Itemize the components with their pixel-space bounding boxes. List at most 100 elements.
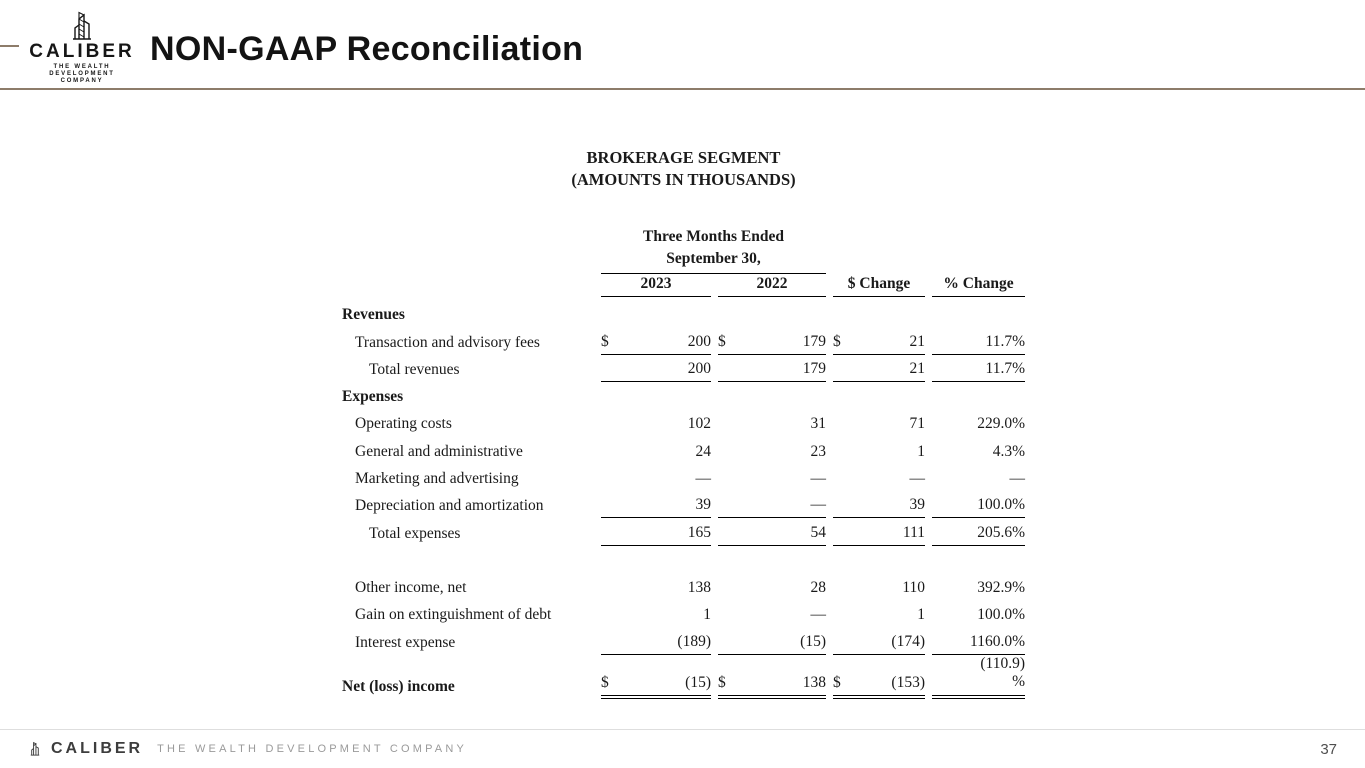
row-label: Net (loss) income bbox=[342, 677, 455, 695]
period-header-cell: Three Months Ended September 30, bbox=[601, 226, 826, 274]
row-label: Depreciation and amortization bbox=[355, 497, 544, 515]
table-title-line1: BROKERAGE SEGMENT bbox=[586, 148, 781, 167]
logo-tagline-line2: COMPANY bbox=[60, 78, 104, 84]
table-row-depreciation-amortization: Depreciation and amortization 39 — 39 10… bbox=[342, 491, 1025, 519]
row-label: Gain on extinguishment of debt bbox=[355, 606, 552, 624]
accent-dash bbox=[0, 45, 19, 47]
table-row-revenues: Revenues bbox=[342, 300, 1025, 327]
logo-brand-text: CALIBER bbox=[29, 41, 135, 62]
row-label: Revenues bbox=[342, 306, 405, 324]
cell-2022: — bbox=[810, 470, 827, 488]
cell-2022: 23 bbox=[810, 442, 827, 460]
row-label: Other income, net bbox=[355, 578, 467, 596]
column-header-dollar-change: $ Change bbox=[833, 272, 925, 297]
table-row-marketing-advertising: Marketing and advertising — — — — bbox=[342, 464, 1025, 491]
row-label: Marketing and advertising bbox=[355, 470, 519, 488]
cell-2022: — bbox=[810, 606, 827, 624]
table-row-expenses: Expenses bbox=[342, 382, 1025, 409]
cell-2023: — bbox=[695, 470, 712, 488]
cell-dollar-change: 21 bbox=[833, 355, 925, 382]
logo-tagline-line1: THE WEALTH DEVELOPMENT bbox=[49, 64, 115, 77]
footer-tagline: THE WEALTH DEVELOPMENT COMPANY bbox=[157, 743, 468, 755]
column-header-2023: 2023 bbox=[601, 272, 711, 297]
cell-dollar-change: 1 bbox=[917, 606, 925, 624]
cell-2022: $179 bbox=[718, 327, 826, 355]
cell-2022: $138 bbox=[718, 655, 826, 699]
period-line2: September 30, bbox=[666, 250, 761, 267]
row-label: Transaction and advisory fees bbox=[355, 333, 540, 351]
cell-2022: 54 bbox=[718, 518, 826, 546]
table-spacer-row bbox=[342, 546, 1025, 573]
cell-pct-change: (110.9) % bbox=[932, 655, 1025, 699]
building-icon bbox=[73, 11, 91, 40]
cell-2023: 138 bbox=[687, 578, 711, 596]
building-icon bbox=[30, 741, 40, 756]
cell-pct-change: 100.0% bbox=[977, 606, 1025, 624]
caliber-logo: CALIBER THE WEALTH DEVELOPMENT COMPANY bbox=[24, 11, 140, 85]
cell-2023: $ (15) bbox=[601, 655, 711, 699]
cell-dollar-change: 111 bbox=[833, 518, 925, 546]
cell-pct-change: — bbox=[1009, 470, 1026, 488]
table-row-general-administrative: General and administrative 24 23 1 4.3% bbox=[342, 436, 1025, 463]
page-title: NON-GAAP Reconciliation bbox=[150, 30, 584, 68]
cell-2022: 179 bbox=[718, 355, 826, 382]
table-title-line2: (AMOUNTS IN THOUSANDS) bbox=[571, 169, 796, 189]
column-header-pct-change: % Change bbox=[932, 272, 1025, 297]
row-label: General and administrative bbox=[355, 442, 523, 460]
row-label: Expenses bbox=[342, 388, 404, 406]
cell-2023: 102 bbox=[687, 415, 711, 433]
table-title: BROKERAGE SEGMENT (AMOUNTS IN THOUSANDS) bbox=[342, 147, 1025, 190]
cell-dollar-change: $ (153) bbox=[833, 655, 925, 699]
table-row-other-income-net: Other income, net 138 28 110 392.9% bbox=[342, 573, 1025, 600]
table-row-interest-expense: Interest expense (189) (15) (174) 1160.0… bbox=[342, 627, 1025, 655]
cell-dollar-change: 1 bbox=[917, 442, 925, 460]
row-label: Interest expense bbox=[355, 633, 456, 651]
row-label: Total expenses bbox=[369, 524, 461, 542]
cell-2023: 39 bbox=[601, 491, 711, 519]
table-row-operating-costs: Operating costs 102 31 71 229.0% bbox=[342, 409, 1025, 436]
cell-dollar-change: — bbox=[909, 470, 926, 488]
cell-2022: — bbox=[718, 491, 826, 519]
cell-2023: $200 bbox=[601, 327, 711, 355]
page-number: 37 bbox=[1320, 740, 1337, 758]
cell-2022: (15) bbox=[718, 627, 826, 655]
table-period-header: Three Months Ended September 30, bbox=[342, 226, 1025, 274]
cell-dollar-change: $21 bbox=[833, 327, 925, 355]
table-body: Revenues Transaction and advisory fees $… bbox=[342, 300, 1025, 699]
cell-dollar-change: (174) bbox=[833, 627, 925, 655]
footer-brand-text: CALIBER bbox=[51, 740, 144, 757]
cell-2022: 31 bbox=[810, 415, 827, 433]
row-label: Total revenues bbox=[369, 360, 460, 378]
cell-pct-change: 11.7% bbox=[932, 327, 1025, 355]
cell-2023: 24 bbox=[695, 442, 712, 460]
cell-2023: 1 bbox=[703, 606, 711, 624]
cell-dollar-change: 110 bbox=[902, 578, 925, 596]
cell-pct-change: 4.3% bbox=[992, 442, 1025, 460]
footer-logo: CALIBER THE WEALTH DEVELOPMENT COMPANY bbox=[27, 740, 467, 758]
cell-pct-change: 205.6% bbox=[932, 518, 1025, 546]
cell-dollar-change: 39 bbox=[833, 491, 925, 519]
table-row-net-loss-income: Net (loss) income $ (15) $138 $ (153) (110… bbox=[342, 655, 1025, 699]
cell-2023: (189) bbox=[601, 627, 711, 655]
row-label: Operating costs bbox=[355, 415, 452, 433]
table-row-total-revenues: Total revenues 200 179 21 11.7% bbox=[342, 355, 1025, 382]
cell-2022: 28 bbox=[810, 578, 827, 596]
header-divider bbox=[0, 88, 1365, 90]
period-line1: Three Months Ended bbox=[643, 228, 784, 245]
cell-pct-change: 1160.0% bbox=[932, 627, 1025, 655]
cell-pct-change: 100.0% bbox=[932, 491, 1025, 519]
table-row-total-expenses: Total expenses 165 54 111 205.6% bbox=[342, 518, 1025, 546]
table-row-gain-extinguishment-debt: Gain on extinguishment of debt 1 — 1 100… bbox=[342, 600, 1025, 627]
cell-pct-change: 392.9% bbox=[977, 578, 1025, 596]
cell-2023: 200 bbox=[601, 355, 711, 382]
table-column-headers: 2023 2022 $ Change % Change bbox=[342, 272, 1025, 297]
cell-pct-change: 11.7% bbox=[932, 355, 1025, 382]
cell-pct-change: 229.0% bbox=[977, 415, 1025, 433]
table-row-transaction-advisory-fees: Transaction and advisory fees $200 $179 … bbox=[342, 327, 1025, 355]
cell-dollar-change: 71 bbox=[909, 415, 926, 433]
logo-tagline: THE WEALTH DEVELOPMENT COMPANY bbox=[24, 64, 140, 85]
cell-2023: 165 bbox=[601, 518, 711, 546]
footer: CALIBER THE WEALTH DEVELOPMENT COMPANY 3… bbox=[0, 729, 1365, 768]
column-header-2022: 2022 bbox=[718, 272, 826, 297]
